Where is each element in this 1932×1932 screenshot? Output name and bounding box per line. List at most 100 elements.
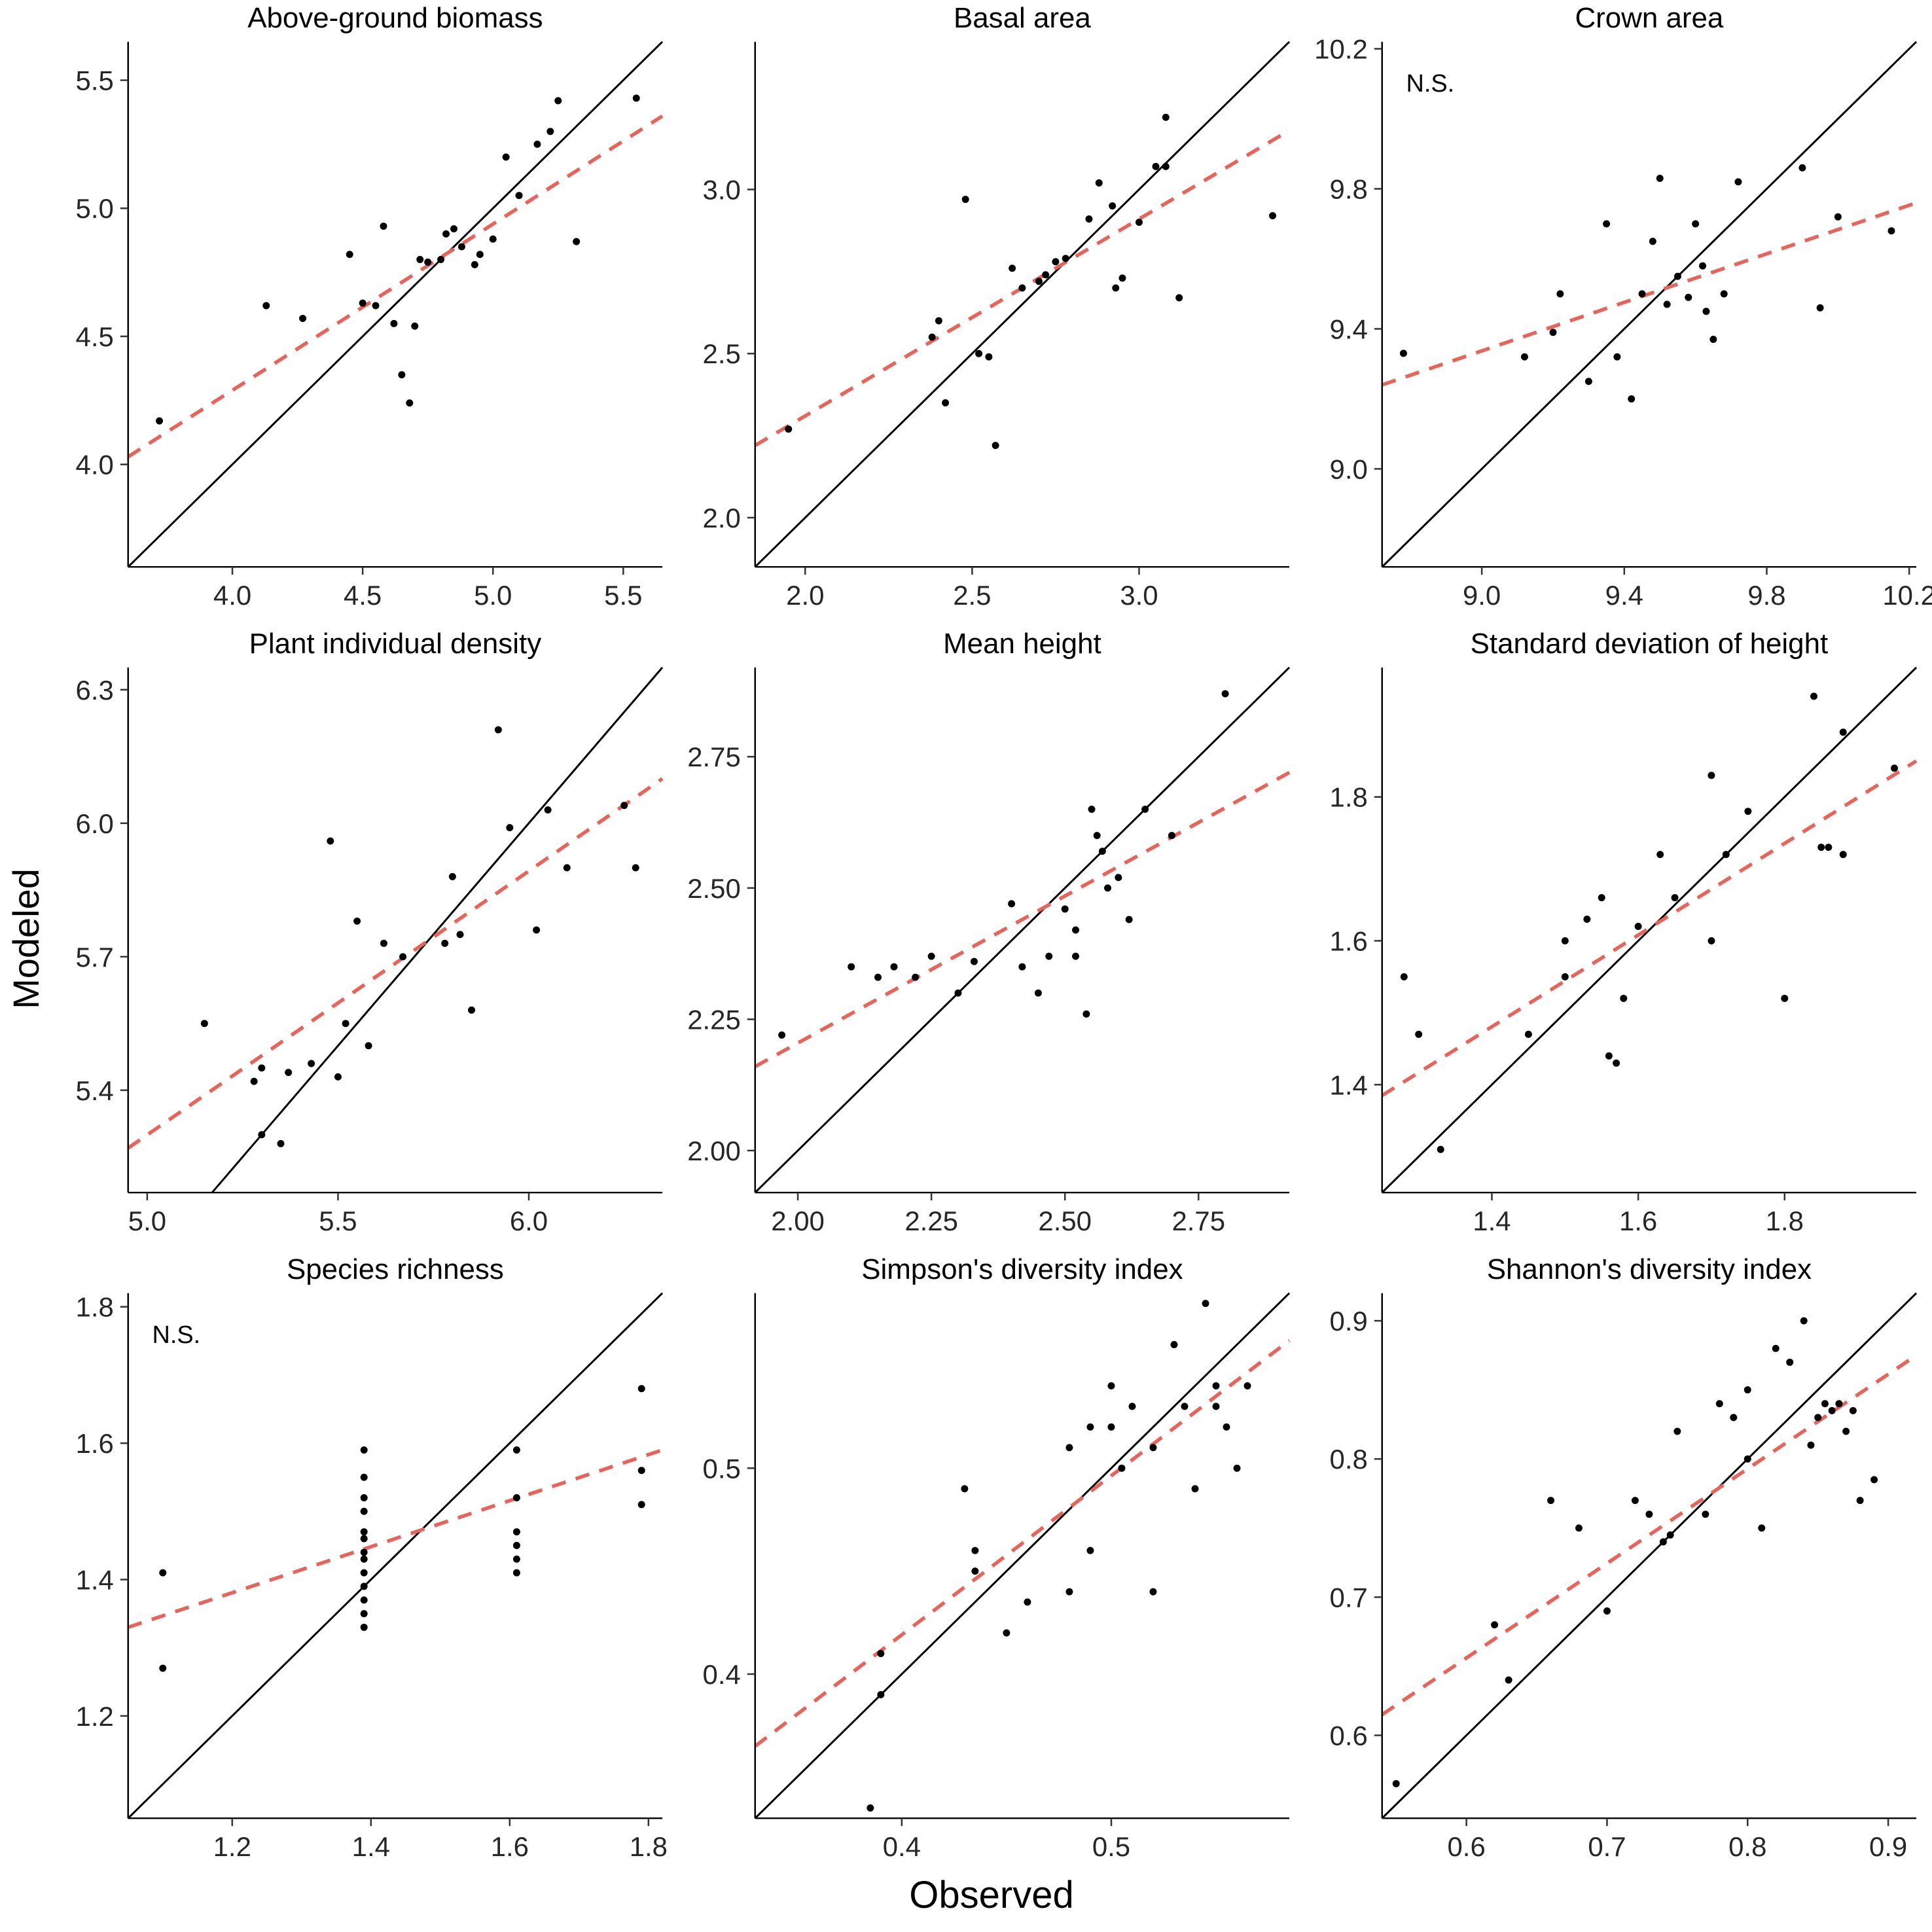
data-point bbox=[1547, 1497, 1555, 1505]
y-tick-label: 5.5 bbox=[76, 65, 114, 96]
scatter-panel: Standard deviation of height 1.4 1.6 1.8 1.4… bbox=[1305, 626, 1932, 1251]
data-point bbox=[546, 128, 554, 135]
data-point bbox=[533, 140, 541, 148]
panel-title: Crown area bbox=[1575, 2, 1723, 34]
data-point bbox=[1816, 304, 1824, 312]
scatter-panel: Basal area 2.0 2.5 3.0 2.0 2.5 3.0 bbox=[678, 0, 1305, 626]
y-tick-label: 0.5 bbox=[703, 1453, 741, 1484]
data-point bbox=[1088, 806, 1096, 813]
y-tick-label: 1.6 bbox=[1330, 925, 1368, 956]
data-point bbox=[1415, 1030, 1423, 1038]
scatter-panel: Plant individual density 5.0 5.5 6.0 5.4 5.7 6… bbox=[51, 626, 678, 1251]
data-point bbox=[877, 1690, 885, 1698]
data-point bbox=[250, 1077, 258, 1085]
data-point bbox=[544, 806, 552, 814]
data-point bbox=[1437, 1145, 1444, 1153]
data-point bbox=[1065, 1588, 1073, 1596]
data-point bbox=[778, 1031, 786, 1039]
y-tick-label: 1.4 bbox=[76, 1564, 114, 1595]
data-point bbox=[1168, 832, 1175, 840]
scatter-panel: Shannon's diversity index 0.6 0.7 0.8 0.9 0.6… bbox=[1305, 1251, 1932, 1877]
data-point bbox=[1671, 894, 1679, 902]
data-point bbox=[1118, 1464, 1126, 1472]
data-point bbox=[457, 243, 465, 251]
x-tick-label: 10.2 bbox=[1882, 580, 1932, 611]
data-point bbox=[1125, 916, 1133, 923]
data-point bbox=[1104, 884, 1111, 892]
fit-line bbox=[754, 1339, 1291, 1748]
data-point bbox=[1052, 258, 1060, 266]
data-point bbox=[867, 1804, 874, 1812]
x-tick-label: 5.5 bbox=[604, 580, 642, 611]
data-point bbox=[442, 230, 450, 238]
fit-line bbox=[1381, 201, 1917, 387]
data-point bbox=[1162, 113, 1170, 121]
data-point bbox=[327, 837, 334, 845]
data-point bbox=[346, 251, 353, 259]
x-tick-label: 5.5 bbox=[319, 1206, 357, 1236]
x-tick-label: 3.0 bbox=[1120, 580, 1158, 611]
x-tick-label: 1.2 bbox=[213, 1831, 251, 1862]
data-point bbox=[1708, 772, 1715, 779]
data-point bbox=[285, 1069, 293, 1077]
data-point bbox=[970, 957, 978, 965]
data-point bbox=[1692, 220, 1700, 228]
data-point bbox=[632, 864, 639, 872]
ns-annotation: N.S. bbox=[152, 1321, 200, 1349]
data-point bbox=[1112, 284, 1120, 292]
data-point bbox=[1798, 164, 1806, 171]
data-point bbox=[1181, 1403, 1189, 1410]
data-point bbox=[1149, 1588, 1157, 1596]
data-point bbox=[1810, 692, 1817, 700]
data-point bbox=[468, 1006, 476, 1014]
ns-annotation: N.S. bbox=[1406, 70, 1454, 98]
data-point bbox=[1645, 1511, 1653, 1518]
data-point bbox=[159, 1569, 167, 1577]
identity-line bbox=[1381, 666, 1918, 1194]
data-point bbox=[533, 926, 541, 934]
x-tick-label: 2.5 bbox=[953, 580, 991, 611]
data-point bbox=[1839, 728, 1847, 736]
data-point bbox=[156, 417, 164, 425]
x-tick-label: 0.9 bbox=[1869, 1831, 1907, 1862]
data-point bbox=[1673, 272, 1681, 280]
data-point bbox=[1839, 851, 1847, 859]
data-point bbox=[1575, 1524, 1583, 1532]
data-point bbox=[1583, 916, 1591, 923]
data-point bbox=[1825, 844, 1833, 851]
x-tick-label: 1.4 bbox=[1473, 1206, 1511, 1236]
data-point bbox=[1109, 202, 1117, 210]
data-point bbox=[1118, 274, 1126, 282]
panel-title: Standard deviation of height bbox=[1471, 628, 1829, 660]
x-tick-label: 0.7 bbox=[1588, 1831, 1626, 1862]
y-tick-label: 1.8 bbox=[1330, 782, 1368, 813]
y-tick-label: 0.7 bbox=[1330, 1582, 1368, 1613]
scatter-plot: Shannon's diversity index 0.6 0.7 0.8 0.9 0.6… bbox=[1330, 1253, 1918, 1862]
identity-line bbox=[127, 41, 664, 568]
data-point bbox=[512, 1528, 520, 1536]
fit-line bbox=[127, 777, 664, 1150]
data-point bbox=[971, 1547, 979, 1554]
data-point bbox=[1722, 851, 1730, 859]
data-point bbox=[380, 223, 387, 230]
data-point bbox=[424, 258, 432, 266]
panel-title: Above-ground biomass bbox=[247, 2, 543, 34]
data-point bbox=[359, 299, 367, 307]
data-point bbox=[1663, 300, 1671, 308]
data-point bbox=[992, 442, 999, 450]
data-point bbox=[494, 726, 502, 734]
y-tick-label: 2.75 bbox=[687, 742, 741, 772]
data-point bbox=[360, 1596, 368, 1604]
x-tick-label: 1.6 bbox=[1619, 1206, 1657, 1236]
data-point bbox=[1243, 1382, 1251, 1389]
data-point bbox=[406, 399, 414, 407]
x-tick-label: 6.0 bbox=[510, 1206, 548, 1236]
x-tick-label: 2.25 bbox=[904, 1206, 958, 1236]
y-tick-label: 0.9 bbox=[1330, 1306, 1368, 1336]
data-point bbox=[416, 256, 424, 264]
data-point bbox=[489, 235, 497, 243]
data-point bbox=[1233, 1464, 1241, 1472]
data-point bbox=[1162, 162, 1170, 170]
data-point bbox=[1003, 1629, 1011, 1637]
y-tick-label: 4.5 bbox=[76, 321, 114, 352]
